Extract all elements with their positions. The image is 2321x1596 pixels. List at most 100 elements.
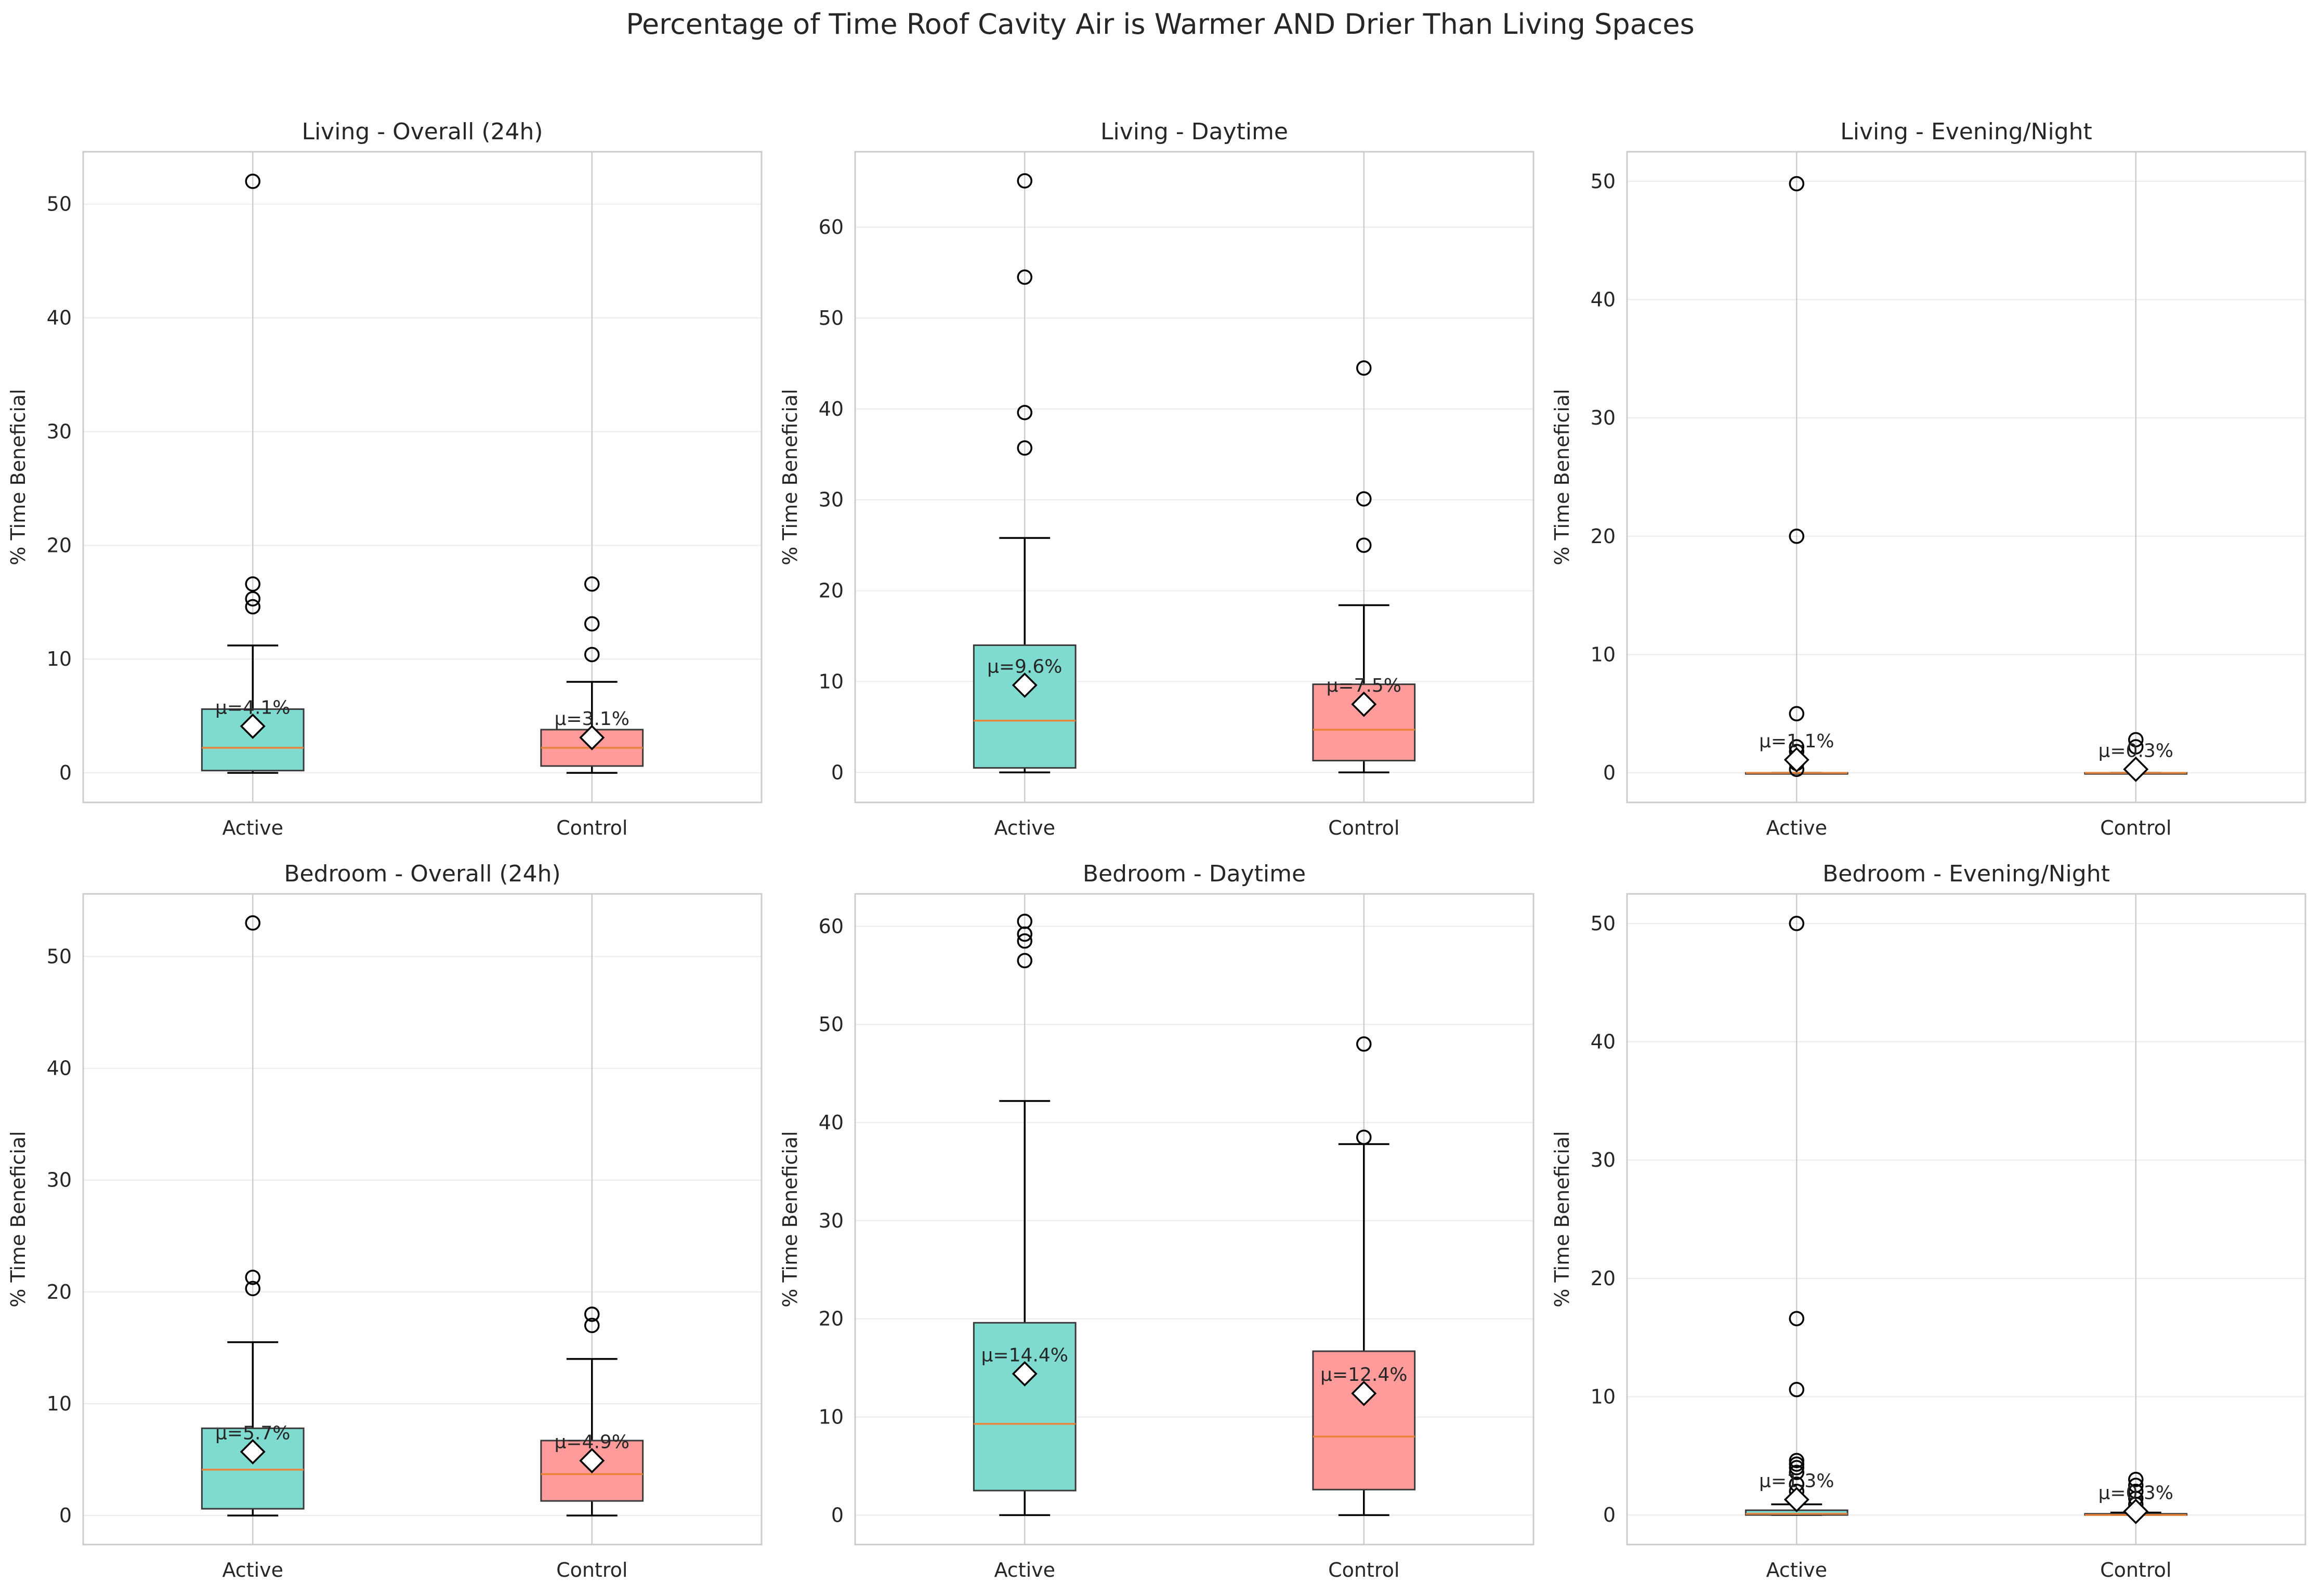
outlier-point (2128, 1478, 2144, 1493)
outlier-point (2128, 1483, 2144, 1499)
y-tick-label: 10 (819, 670, 844, 693)
y-tick-label: 40 (47, 307, 72, 329)
mean-label: μ=5.7% (215, 1422, 291, 1444)
x-tick-label: Active (994, 816, 1055, 839)
subplot-title: Bedroom - Overall (24h) (284, 861, 560, 887)
y-tick-label: 50 (47, 193, 72, 216)
subplot-2: μ=9.6% μ=7.5% 0 10 20 30 40 50 60 Active Control Li… (779, 118, 1535, 839)
axes-frame (82, 151, 763, 803)
mean-label: μ=1.1% (1759, 731, 1834, 752)
subplot-5: μ=14.4% μ=12.4% 0 10 20 30 40 50 60 Active Control… (779, 861, 1535, 1581)
y-tick-label: 20 (819, 579, 844, 602)
x-tick-label: Active (994, 1559, 1055, 1581)
outlier-point (1789, 1311, 1804, 1326)
y-tick-label: 30 (819, 1209, 844, 1232)
y-tick-label: 30 (819, 489, 844, 511)
outlier-point (245, 576, 260, 592)
mean-label: μ=4.9% (554, 1432, 630, 1453)
outlier-point (1356, 491, 1372, 507)
y-tick-label: 20 (1591, 1267, 1616, 1290)
outlier-point (2128, 732, 2144, 748)
y-tick-label: 0 (59, 761, 72, 784)
outlier-point (1356, 537, 1372, 553)
outlier-point (245, 915, 260, 931)
y-tick-label: 30 (1591, 1149, 1616, 1171)
box-active: μ=1.3% (1745, 916, 1848, 1516)
outlier-point (1789, 1453, 1804, 1469)
x-tick-label: Control (556, 816, 627, 839)
y-tick-label: 10 (1591, 643, 1616, 666)
y-tick-label: 40 (819, 1111, 844, 1134)
y-axis-label: % Time Beneficial (1551, 1131, 1573, 1307)
y-tick-label: 60 (819, 216, 844, 239)
outlier-point (1789, 916, 1804, 931)
mean-label: μ=12.4% (1320, 1364, 1407, 1386)
y-tick-label: 0 (59, 1504, 72, 1527)
outlier-point (1017, 405, 1032, 420)
outlier-point (1017, 269, 1032, 285)
subplot-1: μ=4.1% μ=3.1% 0 10 20 30 40 50 Active Control Livi… (7, 118, 763, 839)
subplot-3: μ=1.1% μ=0.3% 0 10 20 30 40 50 Active Control Livi… (1551, 118, 2306, 839)
mean-marker (1784, 1487, 1809, 1512)
outlier-point (1356, 1129, 1372, 1145)
y-tick-label: 50 (47, 945, 72, 968)
y-tick-label: 50 (819, 1013, 844, 1036)
box-control: μ=4.9% (540, 1307, 644, 1516)
mean-label: μ=0.3% (2098, 1482, 2173, 1503)
x-tick-label: Control (1328, 1559, 1399, 1581)
y-tick-label: 60 (819, 915, 844, 938)
y-tick-label: 10 (47, 1392, 72, 1415)
outlier-point (584, 647, 600, 663)
y-tick-label: 30 (47, 1169, 72, 1192)
mean-label: μ=7.5% (1326, 675, 1401, 696)
outlier-point (1789, 529, 1804, 544)
iqr-box (973, 644, 1077, 769)
mean-marker (1012, 1361, 1038, 1387)
y-axis-label: % Time Beneficial (779, 389, 802, 565)
y-tick-label: 30 (1591, 406, 1616, 429)
mean-label: μ=3.1% (554, 708, 630, 730)
y-tick-label: 10 (47, 648, 72, 670)
mean-label: μ=0.3% (2098, 740, 2173, 761)
mean-marker (1351, 1380, 1377, 1406)
mean-marker (579, 724, 605, 750)
y-axis-label: % Time Beneficial (779, 1131, 802, 1307)
x-tick-label: Active (1766, 1559, 1827, 1581)
y-tick-label: 40 (819, 398, 844, 420)
box-active: μ=14.4% (973, 914, 1077, 1516)
box-control: μ=7.5% (1312, 360, 1416, 774)
axes-frame (854, 151, 1535, 803)
outlier-point (584, 1307, 600, 1322)
outlier-point (245, 1270, 260, 1285)
y-tick-label: 50 (1591, 912, 1616, 935)
y-tick-label: 20 (47, 1281, 72, 1303)
axes-frame (854, 893, 1535, 1546)
y-tick-label: 40 (1591, 288, 1616, 311)
x-tick-label: Control (1328, 816, 1399, 839)
box-active: μ=9.6% (973, 173, 1077, 774)
y-tick-label: 10 (819, 1406, 844, 1429)
mean-label: μ=1.3% (1759, 1470, 1834, 1492)
y-tick-label: 0 (831, 761, 844, 784)
mean-label: μ=9.6% (987, 656, 1063, 677)
mean-marker (2123, 756, 2149, 782)
mean-label: μ=4.1% (215, 697, 291, 718)
outlier-point (584, 616, 600, 632)
y-tick-label: 20 (47, 534, 72, 557)
mean-marker (240, 1439, 266, 1465)
outlier-point (1017, 173, 1032, 189)
outlier-point (245, 174, 260, 189)
outlier-point (1017, 953, 1032, 969)
box-control: μ=12.4% (1312, 1036, 1416, 1516)
box-control: μ=0.3% (2084, 1472, 2188, 1524)
outlier-point (584, 576, 600, 592)
y-tick-label: 50 (819, 307, 844, 329)
y-tick-label: 20 (1591, 525, 1616, 548)
y-tick-label: 10 (1591, 1385, 1616, 1408)
outlier-point (1017, 933, 1032, 949)
outlier-point (245, 591, 260, 606)
y-tick-label: 50 (1591, 170, 1616, 193)
outlier-point (1789, 176, 1804, 192)
